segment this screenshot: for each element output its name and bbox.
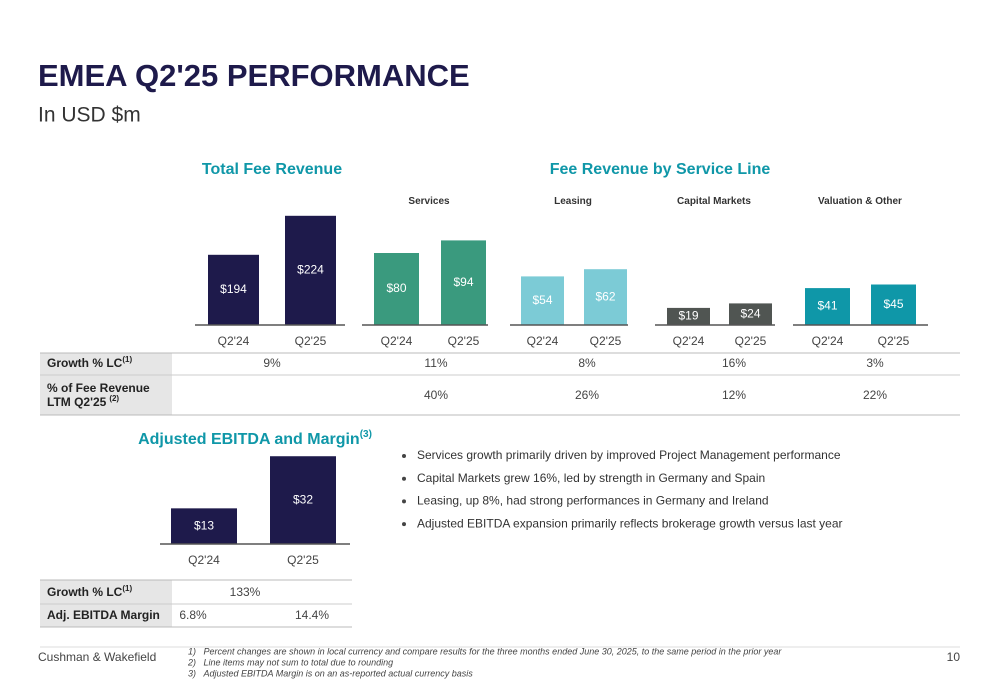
- cell: 16%: [722, 356, 746, 370]
- x-tick-label: Q2'25: [735, 334, 767, 348]
- data-label: $54: [532, 293, 552, 307]
- data-label: $41: [817, 299, 837, 313]
- bar: [584, 269, 627, 325]
- x-tick-label: Q2'24: [812, 334, 844, 348]
- x-tick-label: Q2'25: [448, 334, 480, 348]
- cell: 40%: [424, 388, 448, 402]
- x-tick-label: Q2'24: [188, 553, 220, 567]
- bar: [285, 215, 336, 325]
- x-tick-label: Q2'24: [527, 334, 559, 348]
- footnote: 3) Adjusted EBITDA Margin is on an as-re…: [188, 668, 473, 678]
- cell: 3%: [866, 356, 884, 370]
- bullet: Adjusted EBITDA expansion primarily refl…: [417, 516, 843, 530]
- row-label-text: % of Fee Revenue: [47, 381, 150, 395]
- bar: [441, 240, 486, 325]
- row-label: Growth % LC(1): [47, 355, 132, 370]
- bullet: Capital Markets grew 16%, led by strengt…: [417, 471, 765, 485]
- x-tick-label: Q2'24: [218, 334, 250, 348]
- title-note: (3): [360, 429, 372, 440]
- data-label: $80: [386, 281, 406, 295]
- bar: [270, 456, 336, 544]
- bullet-dot: [402, 499, 406, 504]
- data-label: $62: [595, 289, 615, 303]
- data-label: $32: [293, 492, 313, 506]
- bullet-dot: [402, 476, 406, 481]
- chart-title: Leasing: [554, 196, 592, 207]
- x-tick-label: Q2'24: [673, 334, 705, 348]
- chart-title: Capital Markets: [677, 196, 751, 207]
- data-label: $19: [678, 309, 698, 323]
- x-tick-label: Q2'25: [878, 334, 910, 348]
- x-tick-label: Q2'25: [295, 334, 327, 348]
- cell: 26%: [575, 388, 599, 402]
- chart-title-text: Services: [408, 196, 450, 207]
- x-tick-label: Q2'25: [287, 553, 319, 567]
- chart-title-text: Capital Markets: [677, 196, 751, 207]
- bar: [871, 284, 916, 325]
- data-label: $45: [883, 297, 903, 311]
- row-label: Adj. EBITDA Margin: [47, 608, 160, 622]
- bar: [208, 254, 259, 325]
- page-number: 10: [947, 650, 961, 664]
- bullet: Services growth primarily driven by impr…: [417, 448, 841, 462]
- row-label: LTM Q2'25 (2): [47, 394, 119, 409]
- x-tick-label: Q2'25: [590, 334, 622, 348]
- row-note: (2): [109, 394, 119, 403]
- row-note: (1): [122, 584, 132, 593]
- bullet: Leasing, up 8%, had strong performances …: [417, 494, 769, 508]
- row-label-text: Adj. EBITDA Margin: [47, 608, 160, 622]
- row-label-text: Growth % LC: [47, 356, 123, 370]
- row-label: % of Fee Revenue: [47, 381, 150, 395]
- bar: [805, 288, 850, 325]
- chart-title-text: Total Fee Revenue: [202, 161, 342, 178]
- row-label-text: LTM Q2'25: [47, 395, 107, 409]
- cell: 14.4%: [295, 608, 329, 622]
- table-label-bg: [40, 353, 172, 415]
- chart-title: Adjusted EBITDA and Margin(3): [138, 429, 372, 449]
- bar: [374, 253, 419, 325]
- bar: [171, 508, 237, 544]
- title: EMEA Q2'25 PERFORMANCE: [38, 58, 470, 93]
- data-label: $94: [453, 275, 473, 289]
- bullet-dot: [402, 454, 406, 458]
- chart-title: Valuation & Other: [818, 196, 902, 207]
- row-label-text: Growth % LC: [47, 585, 123, 599]
- footnote: 2) Line items may not sum to total due t…: [187, 657, 393, 667]
- bullet-dot: [402, 522, 406, 527]
- company: Cushman & Wakefield: [38, 650, 156, 664]
- x-tick-label: Q2'24: [381, 334, 413, 348]
- cell: 8%: [578, 356, 596, 370]
- row-note: (1): [122, 355, 132, 364]
- bar: [521, 276, 564, 325]
- data-label: $24: [740, 306, 760, 320]
- cell: 6.8%: [179, 608, 207, 622]
- chart-title: Total Fee Revenue: [202, 161, 342, 178]
- chart-title-text: Leasing: [554, 196, 592, 207]
- chart-title: Services: [408, 196, 450, 207]
- cell: 9%: [263, 356, 281, 370]
- chart-title-text: Valuation & Other: [818, 196, 902, 207]
- row-label: Growth % LC(1): [47, 584, 132, 599]
- cell: 12%: [722, 388, 746, 402]
- data-label: $194: [220, 282, 247, 296]
- bar: [729, 303, 772, 325]
- cell: 22%: [863, 388, 887, 402]
- data-label: $13: [194, 518, 214, 532]
- cell: 11%: [424, 356, 447, 370]
- subtitle: In USD $m: [38, 104, 141, 127]
- footnote: 1) Percent changes are shown in local cu…: [188, 646, 782, 656]
- data-label: $224: [297, 263, 324, 277]
- chart-title-text: Adjusted EBITDA and Margin: [138, 431, 360, 448]
- section-title: Fee Revenue by Service Line: [550, 161, 771, 178]
- cell: 133%: [230, 585, 261, 599]
- bar: [667, 307, 710, 325]
